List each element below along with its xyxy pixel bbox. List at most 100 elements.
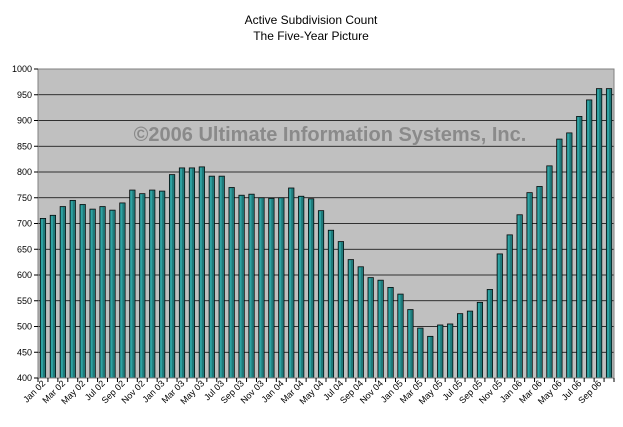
bar-sep-06: [596, 88, 603, 379]
y-tick-label: 900: [17, 116, 32, 126]
bar-aug-06: [586, 99, 593, 379]
y-tick-label: 750: [17, 193, 32, 203]
bar-highlight: [259, 198, 262, 378]
bar-highlight: [517, 215, 520, 378]
bar-jun-05: [447, 323, 454, 379]
bar-aug-03: [228, 187, 235, 379]
bar-jan-04: [278, 197, 285, 379]
bar-highlight: [329, 230, 331, 378]
bar-aug-04: [347, 259, 354, 379]
bar-highlight: [219, 176, 222, 378]
bar-highlight: [448, 324, 451, 378]
bar-nov-04: [377, 279, 384, 379]
bars: [39, 88, 613, 379]
y-tick-label: 500: [17, 322, 32, 332]
bar-dec-05: [506, 234, 513, 379]
y-tick-label: 1000: [12, 64, 32, 74]
bar-highlight: [170, 175, 173, 378]
bar-highlight: [299, 197, 302, 378]
bar-highlight: [100, 207, 103, 378]
bar-highlight: [130, 190, 133, 378]
bar-highlight: [487, 290, 490, 378]
bar-highlight: [190, 168, 192, 378]
bar-highlight: [319, 211, 322, 378]
bar-aug-02: [109, 209, 116, 379]
chart-subtitle: The Five-Year Picture: [253, 29, 369, 43]
bar-highlight: [547, 166, 550, 378]
bar-oct-02: [129, 189, 136, 379]
bar-apr-04: [308, 198, 315, 379]
bar-nov-02: [139, 193, 146, 379]
bar-mar-06: [536, 186, 543, 379]
bar-oct-05: [486, 289, 493, 379]
y-axis-ticks: 400 450 500 550 600 650 700 750 800 850 900 950 1000: [12, 64, 38, 383]
bar-mar-05: [417, 327, 424, 379]
bar-highlight: [468, 311, 470, 378]
y-tick-label: 800: [17, 167, 32, 177]
bar-may-03: [198, 166, 205, 379]
bar-highlight: [110, 210, 113, 378]
bar-feb-03: [168, 174, 176, 379]
bar-highlight: [388, 288, 391, 378]
bar-highlight: [557, 139, 560, 378]
bar-highlight: [180, 168, 182, 378]
y-tick-label: 700: [17, 219, 32, 229]
bar-highlight: [348, 260, 351, 378]
bar-sep-04: [357, 266, 364, 379]
bar-feb-05: [407, 309, 414, 379]
y-tick-label: 550: [17, 296, 32, 306]
bar-highlight: [279, 198, 282, 378]
y-tick-label: 600: [17, 270, 32, 280]
bar-jul-05: [456, 313, 464, 379]
bar-highlight: [478, 303, 480, 378]
bar-highlight: [428, 337, 431, 378]
bar-jan-06: [516, 214, 523, 379]
bar-jun-03: [208, 175, 215, 379]
bar-sep-05: [476, 301, 484, 379]
bar-jul-06: [576, 116, 583, 379]
bar-jul-04: [337, 241, 344, 379]
watermark-text: ©2006 Ultimate Information Systems, Inc.: [134, 124, 527, 146]
bar-jul-03: [218, 175, 225, 379]
bar-highlight: [368, 278, 371, 378]
bar-dec-02: [149, 189, 156, 379]
bar-highlight: [338, 242, 341, 378]
bar-jun-02: [89, 208, 96, 379]
bar-highlight: [140, 194, 143, 378]
bar-highlight: [358, 267, 361, 378]
bar-may-05: [437, 324, 444, 379]
bar-oct-04: [367, 277, 374, 379]
bar-nov-03: [258, 197, 265, 379]
bar-dec-04: [387, 287, 394, 379]
bar-highlight: [50, 216, 53, 378]
bar-highlight: [597, 89, 600, 378]
bar-highlight: [587, 100, 590, 378]
bar-may-02: [79, 204, 86, 379]
bar-highlight: [60, 207, 63, 378]
bar-highlight: [269, 199, 272, 378]
bar-highlight: [229, 188, 232, 378]
bar-highlight: [398, 294, 401, 378]
bar-highlight: [577, 117, 580, 378]
y-tick-label: 400: [17, 373, 32, 383]
bar-oct-03: [248, 193, 255, 379]
bar-highlight: [90, 209, 93, 378]
bar-apr-03: [188, 167, 196, 379]
bar-may-06: [556, 138, 563, 379]
bar-highlight: [507, 235, 510, 378]
y-tick-label: 650: [17, 244, 32, 254]
bar-jun-04: [327, 229, 335, 379]
bar-feb-04: [288, 187, 295, 379]
bar-highlight: [567, 133, 570, 378]
bar-highlight: [199, 167, 202, 378]
bar-highlight: [70, 201, 73, 378]
bar-sep-03: [238, 194, 245, 379]
bar-highlight: [408, 310, 411, 378]
y-tick-label: 950: [17, 90, 32, 100]
bar-highlight: [537, 187, 540, 378]
chart-title: Active Subdivision Count: [245, 13, 378, 27]
bar-highlight: [41, 219, 43, 378]
